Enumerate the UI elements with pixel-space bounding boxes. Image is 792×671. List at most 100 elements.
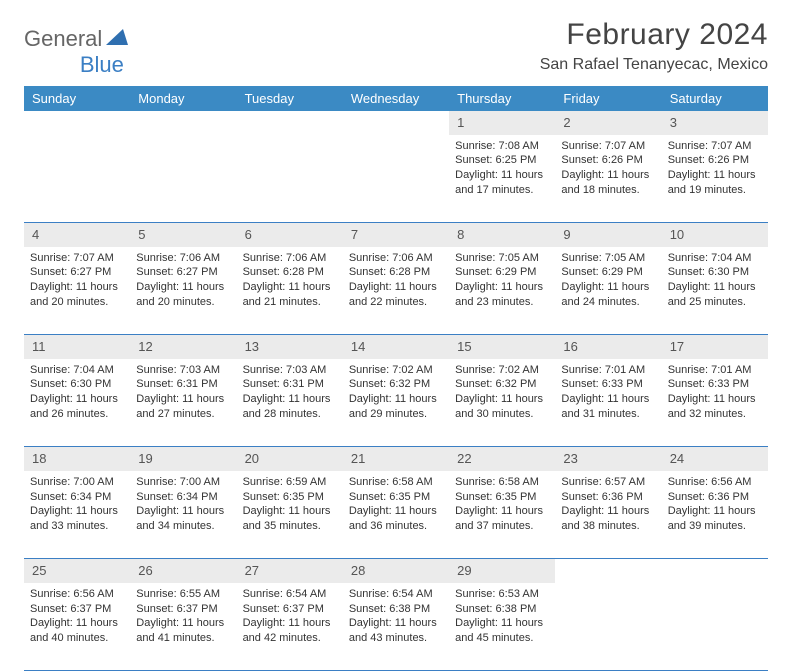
detail-line-day2: and 32 minutes. bbox=[668, 407, 762, 422]
day-detail-cell: Sunrise: 6:59 AMSunset: 6:35 PMDaylight:… bbox=[237, 471, 343, 559]
detail-line-day1: Daylight: 11 hours bbox=[668, 392, 762, 407]
detail-line-sunrise: Sunrise: 7:04 AM bbox=[668, 251, 762, 266]
day-number-cell: 14 bbox=[343, 335, 449, 359]
day-number-cell: 22 bbox=[449, 447, 555, 471]
detail-line-sunrise: Sunrise: 7:06 AM bbox=[349, 251, 443, 266]
detail-line-sunset: Sunset: 6:32 PM bbox=[349, 377, 443, 392]
detail-line-sunrise: Sunrise: 6:53 AM bbox=[455, 587, 549, 602]
logo-blue-row: Gene Blue bbox=[24, 44, 124, 78]
day-number-cell bbox=[130, 111, 236, 135]
detail-line-sunrise: Sunrise: 7:05 AM bbox=[455, 251, 549, 266]
detail-line-day2: and 22 minutes. bbox=[349, 295, 443, 310]
detail-line-sunrise: Sunrise: 6:59 AM bbox=[243, 475, 337, 490]
day-number-cell: 18 bbox=[24, 447, 130, 471]
weekday-header: Friday bbox=[555, 86, 661, 111]
detail-line-day2: and 31 minutes. bbox=[561, 407, 655, 422]
day-number-cell bbox=[237, 111, 343, 135]
weekday-header: Monday bbox=[130, 86, 236, 111]
detail-line-day1: Daylight: 11 hours bbox=[349, 616, 443, 631]
calendar-header-row: SundayMondayTuesdayWednesdayThursdayFrid… bbox=[24, 86, 768, 111]
detail-line-day1: Daylight: 11 hours bbox=[243, 616, 337, 631]
detail-line-sunrise: Sunrise: 6:54 AM bbox=[349, 587, 443, 602]
day-number-cell: 6 bbox=[237, 223, 343, 247]
day-detail-row: Sunrise: 7:08 AMSunset: 6:25 PMDaylight:… bbox=[24, 135, 768, 223]
day-detail-row: Sunrise: 7:07 AMSunset: 6:27 PMDaylight:… bbox=[24, 247, 768, 335]
detail-line-sunset: Sunset: 6:31 PM bbox=[136, 377, 230, 392]
detail-line-day1: Daylight: 11 hours bbox=[668, 504, 762, 519]
detail-line-day2: and 20 minutes. bbox=[136, 295, 230, 310]
detail-line-day1: Daylight: 11 hours bbox=[30, 280, 124, 295]
day-number-row: 11121314151617 bbox=[24, 335, 768, 359]
detail-line-sunrise: Sunrise: 6:58 AM bbox=[455, 475, 549, 490]
detail-line-day1: Daylight: 11 hours bbox=[349, 392, 443, 407]
detail-line-day2: and 26 minutes. bbox=[30, 407, 124, 422]
detail-line-day2: and 43 minutes. bbox=[349, 631, 443, 646]
day-number-row: 2526272829 bbox=[24, 559, 768, 583]
day-detail-row: Sunrise: 7:00 AMSunset: 6:34 PMDaylight:… bbox=[24, 471, 768, 559]
day-number-row: 123 bbox=[24, 111, 768, 135]
day-detail-cell: Sunrise: 6:58 AMSunset: 6:35 PMDaylight:… bbox=[449, 471, 555, 559]
detail-line-day1: Daylight: 11 hours bbox=[136, 504, 230, 519]
day-detail-cell bbox=[662, 583, 768, 671]
detail-line-sunrise: Sunrise: 7:00 AM bbox=[136, 475, 230, 490]
detail-line-day1: Daylight: 11 hours bbox=[455, 616, 549, 631]
day-number-cell: 29 bbox=[449, 559, 555, 583]
detail-line-sunset: Sunset: 6:28 PM bbox=[243, 265, 337, 280]
detail-line-sunset: Sunset: 6:38 PM bbox=[349, 602, 443, 617]
day-number-cell: 19 bbox=[130, 447, 236, 471]
detail-line-sunrise: Sunrise: 7:02 AM bbox=[455, 363, 549, 378]
detail-line-sunrise: Sunrise: 7:06 AM bbox=[243, 251, 337, 266]
detail-line-sunrise: Sunrise: 7:07 AM bbox=[30, 251, 124, 266]
day-detail-row: Sunrise: 6:56 AMSunset: 6:37 PMDaylight:… bbox=[24, 583, 768, 671]
detail-line-sunrise: Sunrise: 6:58 AM bbox=[349, 475, 443, 490]
day-detail-cell: Sunrise: 6:53 AMSunset: 6:38 PMDaylight:… bbox=[449, 583, 555, 671]
location: San Rafael Tenanyecac, Mexico bbox=[540, 56, 768, 74]
detail-line-sunset: Sunset: 6:38 PM bbox=[455, 602, 549, 617]
day-detail-cell: Sunrise: 7:05 AMSunset: 6:29 PMDaylight:… bbox=[449, 247, 555, 335]
weekday-header: Thursday bbox=[449, 86, 555, 111]
day-number-cell bbox=[24, 111, 130, 135]
day-detail-cell: Sunrise: 7:07 AMSunset: 6:26 PMDaylight:… bbox=[555, 135, 661, 223]
day-detail-cell: Sunrise: 7:03 AMSunset: 6:31 PMDaylight:… bbox=[237, 359, 343, 447]
detail-line-day2: and 35 minutes. bbox=[243, 519, 337, 534]
logo-text-blue: Blue bbox=[80, 52, 124, 78]
detail-line-day2: and 24 minutes. bbox=[561, 295, 655, 310]
detail-line-day2: and 39 minutes. bbox=[668, 519, 762, 534]
day-detail-cell: Sunrise: 7:07 AMSunset: 6:26 PMDaylight:… bbox=[662, 135, 768, 223]
detail-line-day2: and 27 minutes. bbox=[136, 407, 230, 422]
detail-line-sunrise: Sunrise: 7:00 AM bbox=[30, 475, 124, 490]
detail-line-day1: Daylight: 11 hours bbox=[561, 168, 655, 183]
day-detail-cell: Sunrise: 7:05 AMSunset: 6:29 PMDaylight:… bbox=[555, 247, 661, 335]
day-detail-cell: Sunrise: 7:03 AMSunset: 6:31 PMDaylight:… bbox=[130, 359, 236, 447]
day-number-cell: 8 bbox=[449, 223, 555, 247]
day-detail-cell: Sunrise: 7:04 AMSunset: 6:30 PMDaylight:… bbox=[662, 247, 768, 335]
detail-line-day1: Daylight: 11 hours bbox=[243, 280, 337, 295]
detail-line-day1: Daylight: 11 hours bbox=[561, 392, 655, 407]
detail-line-day2: and 19 minutes. bbox=[668, 183, 762, 198]
day-detail-cell bbox=[237, 135, 343, 223]
day-detail-row: Sunrise: 7:04 AMSunset: 6:30 PMDaylight:… bbox=[24, 359, 768, 447]
detail-line-sunset: Sunset: 6:36 PM bbox=[668, 490, 762, 505]
detail-line-sunrise: Sunrise: 7:07 AM bbox=[561, 139, 655, 154]
detail-line-sunrise: Sunrise: 6:55 AM bbox=[136, 587, 230, 602]
day-detail-cell: Sunrise: 7:00 AMSunset: 6:34 PMDaylight:… bbox=[24, 471, 130, 559]
day-detail-cell: Sunrise: 7:06 AMSunset: 6:28 PMDaylight:… bbox=[237, 247, 343, 335]
detail-line-day2: and 37 minutes. bbox=[455, 519, 549, 534]
detail-line-sunset: Sunset: 6:36 PM bbox=[561, 490, 655, 505]
day-number-cell: 27 bbox=[237, 559, 343, 583]
detail-line-day2: and 30 minutes. bbox=[455, 407, 549, 422]
day-number-cell: 7 bbox=[343, 223, 449, 247]
detail-line-day1: Daylight: 11 hours bbox=[136, 392, 230, 407]
day-detail-cell: Sunrise: 7:01 AMSunset: 6:33 PMDaylight:… bbox=[555, 359, 661, 447]
day-detail-cell: Sunrise: 7:04 AMSunset: 6:30 PMDaylight:… bbox=[24, 359, 130, 447]
day-detail-cell: Sunrise: 6:57 AMSunset: 6:36 PMDaylight:… bbox=[555, 471, 661, 559]
detail-line-sunset: Sunset: 6:30 PM bbox=[30, 377, 124, 392]
detail-line-day2: and 28 minutes. bbox=[243, 407, 337, 422]
detail-line-sunrise: Sunrise: 7:01 AM bbox=[668, 363, 762, 378]
detail-line-day2: and 36 minutes. bbox=[349, 519, 443, 534]
detail-line-day2: and 18 minutes. bbox=[561, 183, 655, 198]
month-title: February 2024 bbox=[540, 18, 768, 52]
day-number-cell: 11 bbox=[24, 335, 130, 359]
day-number-cell: 2 bbox=[555, 111, 661, 135]
detail-line-day2: and 42 minutes. bbox=[243, 631, 337, 646]
